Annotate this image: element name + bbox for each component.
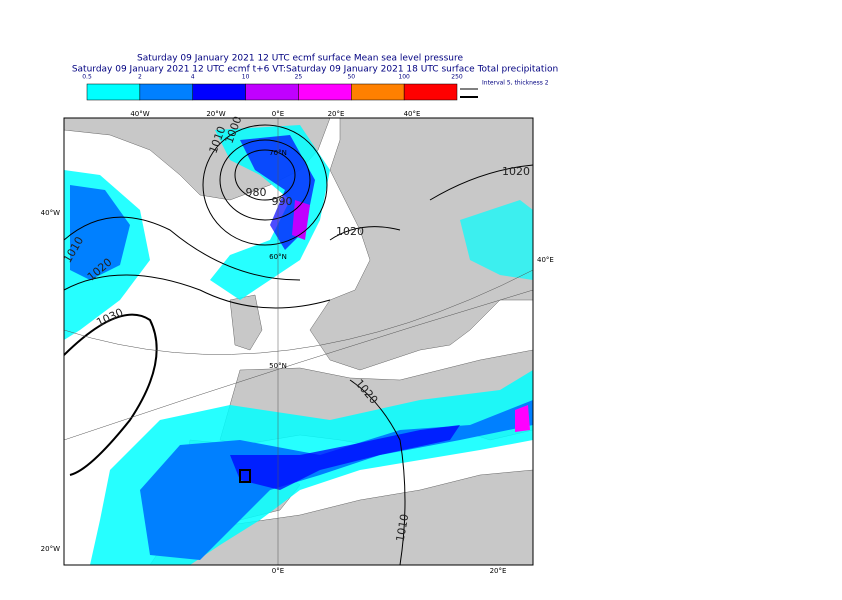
graticule-label: 40°E [537,256,554,264]
graticule-label: 50°N [269,362,287,370]
colorbar-segment [192,83,246,101]
isobar [64,216,301,281]
graticule [64,118,533,565]
graticule-label: 0°E [272,110,284,118]
graticule-label: 60°N [269,253,287,261]
isobar [64,274,331,309]
graticule-label: 40°W [41,209,60,217]
latitude-line [64,289,533,441]
graticule-label: 40°E [404,110,421,118]
map [64,118,533,565]
graticule-label: 20°E [490,567,507,575]
colorbar-label: 250 [451,74,463,81]
isobar [234,149,296,201]
colorbar-label: 0.5 [82,74,92,81]
marker [239,469,251,483]
colorbar: 0.5 2 4 10 25 50 100 250 [82,74,463,101]
isobar [429,164,533,201]
isobar [329,226,401,241]
map-frame [63,117,534,566]
contour-label: 1020 [502,165,530,178]
colorbar-label: 50 [347,74,355,81]
contour-label: 1010 [394,513,412,543]
colorbar-segment [351,83,405,101]
contour-label: 1020 [336,225,364,238]
graticule-label: 0°E [272,567,284,575]
graticule-label: 20°W [206,110,225,118]
colorbar-label: 100 [398,74,410,81]
colorbar-label: 2 [138,74,142,81]
colorbar-label: 25 [295,74,303,81]
isobar [202,124,328,246]
title-line: Saturday 09 January 2021 12 UTC ecmf t+6… [72,65,558,75]
title-line: Saturday 09 January 2021 12 UTC ecmf sur… [137,54,463,64]
precip-area [460,200,533,280]
graticule-label: 40°W [130,110,149,118]
colorbar-segment [403,83,458,101]
colorbar-segment [139,83,193,101]
legend-text: Interval 5, thickness 2 [482,80,549,87]
land-britain [229,294,263,351]
colorbar-label: 4 [191,74,195,81]
contour-label: 990 [272,195,293,208]
colorbar-label: 10 [242,74,250,81]
latitude-line [64,269,533,355]
colorbar-segment [245,83,299,101]
graticule-label: 20°E [328,110,345,118]
isobar [349,379,406,565]
isobar [219,139,311,221]
isobars [64,124,533,565]
graticule-label: 20°W [41,545,60,553]
contour-label: 980 [246,186,267,199]
isobar [64,313,158,476]
precip-area [230,425,460,490]
precip-area [70,185,130,280]
colorbar-segment [86,83,141,101]
graticule-label: 70°N [269,149,287,157]
colorbar-segment [298,83,352,101]
precip-area [515,405,530,432]
